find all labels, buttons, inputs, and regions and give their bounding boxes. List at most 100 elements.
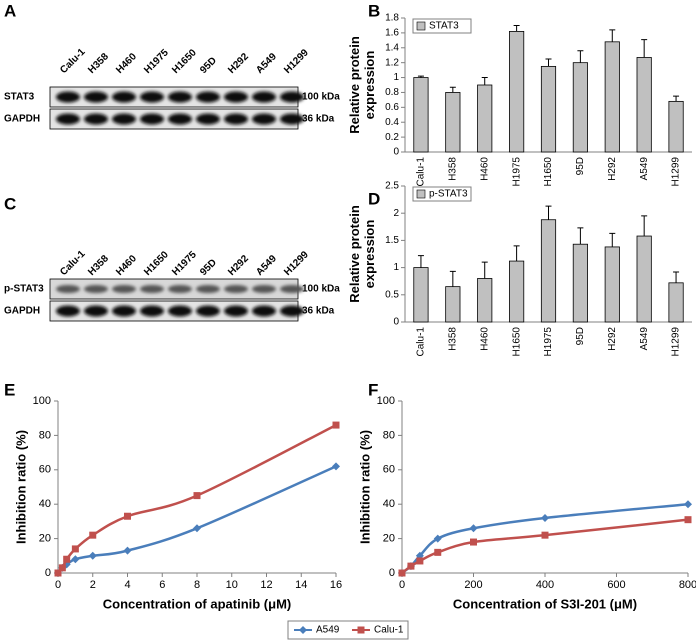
blot-band xyxy=(56,285,80,293)
bar xyxy=(540,219,557,323)
x-tick-label: 200 xyxy=(464,579,482,591)
blot-band xyxy=(168,285,192,293)
x-tick-label: 6 xyxy=(159,579,165,591)
lane-label: H1650 xyxy=(142,249,171,278)
y-tick-label: 1.6 xyxy=(385,28,399,39)
blot-band xyxy=(56,91,80,103)
legend-label: A549 xyxy=(316,625,340,636)
bar xyxy=(509,260,525,323)
x-tick-label: A549 xyxy=(639,327,650,351)
lane-label: H358 xyxy=(86,253,111,278)
bar xyxy=(413,77,429,153)
lane-label: 95D xyxy=(198,257,219,278)
x-tick-label: H1650 xyxy=(543,157,554,187)
blot-band xyxy=(196,113,220,125)
bar xyxy=(413,267,429,323)
error-bar xyxy=(417,75,424,78)
y-axis-label: Relative protein expression xyxy=(347,205,377,303)
x-tick-label: 0 xyxy=(55,579,61,591)
y-axis-label: Inhibition ratio (%) xyxy=(13,430,28,544)
row-size: 36 kDa xyxy=(302,114,335,125)
blot-band xyxy=(196,91,220,103)
y-tick-label: 0 xyxy=(393,317,399,328)
error-bar xyxy=(609,232,616,247)
blot-band xyxy=(280,285,304,293)
blot-band xyxy=(224,285,248,293)
blot-band xyxy=(84,285,108,293)
blot-band xyxy=(252,305,276,317)
error-bar xyxy=(513,24,520,32)
marker xyxy=(193,524,201,533)
x-tick-label: H1975 xyxy=(511,157,522,187)
y-tick-label: 60 xyxy=(383,464,395,476)
x-tick-label: Calu-1 xyxy=(416,327,427,357)
x-tick-label: 400 xyxy=(536,579,554,591)
bar xyxy=(636,57,652,153)
blot-band xyxy=(280,113,304,125)
blot-band xyxy=(280,91,304,103)
blot-band xyxy=(252,113,276,125)
lane-label: H1975 xyxy=(142,47,171,76)
legend-swatch xyxy=(416,189,426,199)
blot-band xyxy=(56,113,80,125)
y-tick-label: 2.5 xyxy=(385,181,399,192)
y-tick-label: 20 xyxy=(39,533,51,545)
legend-label: Calu-1 xyxy=(374,625,404,636)
blot-band xyxy=(196,305,220,317)
legend-box xyxy=(287,620,409,640)
marker xyxy=(541,531,549,539)
blot-band xyxy=(224,305,248,317)
row-label: GAPDH xyxy=(4,114,40,125)
y-tick-label: 1.8 xyxy=(385,13,399,24)
legend-label: p-STAT3 xyxy=(429,189,468,200)
marker xyxy=(433,534,442,543)
panel-letter: A xyxy=(4,1,16,20)
marker xyxy=(407,562,415,570)
x-tick-label: 12 xyxy=(260,579,272,591)
error-bar xyxy=(673,271,680,283)
blot-band xyxy=(56,305,80,317)
blot-band xyxy=(140,91,164,103)
marker xyxy=(63,555,71,563)
x-tick-label: H358 xyxy=(447,327,458,351)
x-tick-label: 10 xyxy=(226,579,238,591)
bar xyxy=(604,41,620,153)
blot-band xyxy=(112,305,136,317)
x-tick-label: H1650 xyxy=(511,327,522,357)
panel-letter: F xyxy=(368,380,378,399)
line xyxy=(401,518,689,574)
x-tick-label: H460 xyxy=(479,327,490,351)
x-tick-label: 600 xyxy=(607,579,625,591)
lane-label: H1299 xyxy=(282,47,311,76)
x-tick-label: 16 xyxy=(330,579,342,591)
marker xyxy=(434,548,442,556)
blot-band xyxy=(140,113,164,125)
blot-band xyxy=(112,285,136,293)
marker xyxy=(71,555,80,564)
y-tick-label: 100 xyxy=(377,395,395,407)
marker xyxy=(416,557,424,565)
marker xyxy=(54,569,62,577)
blot-band xyxy=(140,285,164,293)
marker xyxy=(332,421,340,429)
marker xyxy=(89,531,97,539)
x-tick-label: H1299 xyxy=(671,157,682,187)
y-tick-label: 0.8 xyxy=(385,87,399,98)
row-size: 36 kDa xyxy=(302,306,335,317)
lane-label: Calu-1 xyxy=(58,46,88,76)
x-tick-label: 0 xyxy=(399,579,405,591)
marker xyxy=(193,492,201,500)
y-tick-label: 2 xyxy=(393,208,399,219)
y-tick-label: 1.5 xyxy=(385,235,399,246)
marker xyxy=(469,524,478,533)
x-tick-label: 14 xyxy=(295,579,307,591)
error-bar xyxy=(481,77,488,85)
marker xyxy=(124,512,131,520)
row-label: STAT3 xyxy=(4,92,35,103)
x-tick-label: A549 xyxy=(639,157,650,181)
row-label: p-STAT3 xyxy=(4,284,44,295)
y-tick-label: 80 xyxy=(39,429,51,441)
error-bar xyxy=(545,58,552,67)
error-bar xyxy=(577,50,584,63)
